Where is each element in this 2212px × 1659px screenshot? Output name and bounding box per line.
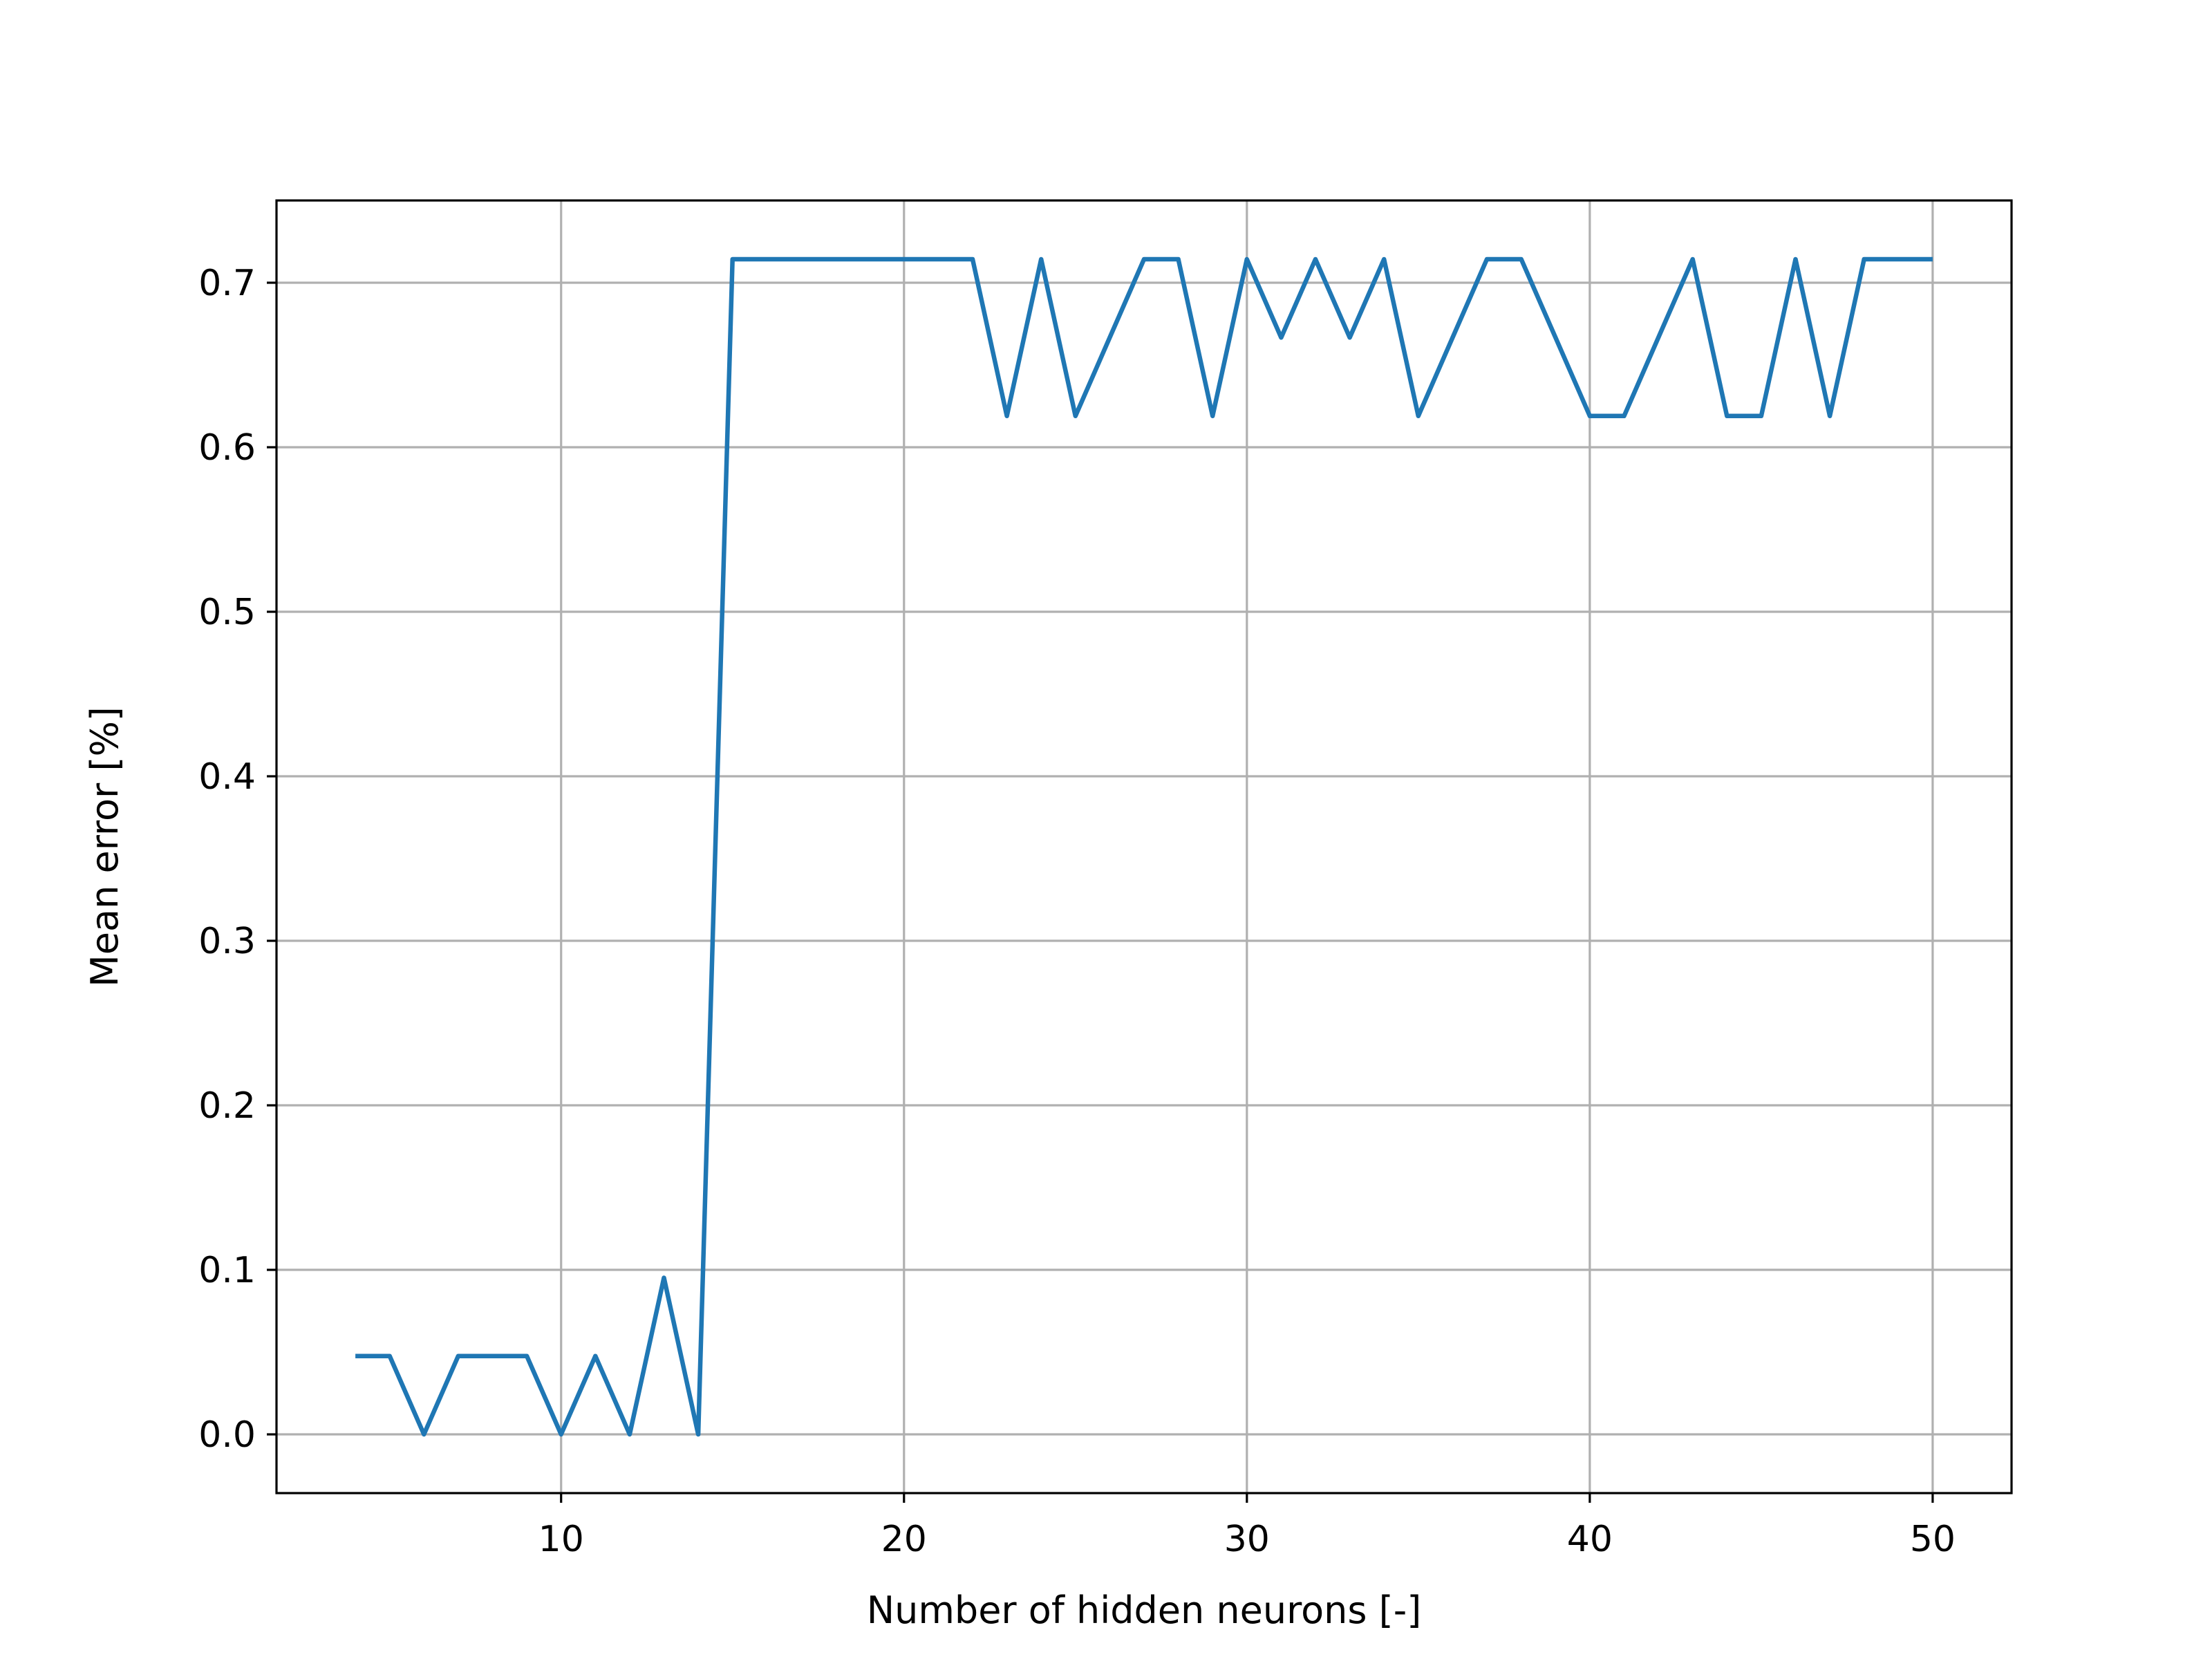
x-axis-title: Number of hidden neurons [-] — [867, 1588, 1422, 1632]
y-tick-label: 0.0 — [198, 1414, 256, 1456]
x-tick-label: 20 — [881, 1519, 927, 1560]
x-tick-label: 50 — [1910, 1519, 1956, 1560]
y-tick-label: 0.3 — [198, 921, 256, 962]
series-line — [355, 256, 1933, 1437]
x-tick-label: 10 — [538, 1519, 584, 1560]
y-axis-title: Mean error [%] — [83, 706, 126, 987]
y-tick-label: 0.7 — [198, 263, 256, 304]
grid-lines — [276, 200, 2012, 1493]
y-tick-label: 0.4 — [198, 756, 256, 798]
y-tick-label: 0.1 — [198, 1250, 256, 1291]
plot-frame — [275, 199, 2013, 1494]
x-tick-label: 30 — [1224, 1519, 1270, 1560]
y-tick-label: 0.2 — [198, 1085, 256, 1127]
y-tick-label: 0.6 — [198, 427, 256, 469]
series-layer — [355, 256, 1933, 1437]
y-axis-ticks: 0.0 0.1 0.2 0.3 0.4 0.5 0.6 0.7 — [198, 263, 276, 1456]
x-axis-ticks: 10 20 30 40 50 — [538, 1493, 1956, 1560]
y-tick-label: 0.5 — [198, 592, 256, 633]
x-tick-label: 40 — [1567, 1519, 1613, 1560]
